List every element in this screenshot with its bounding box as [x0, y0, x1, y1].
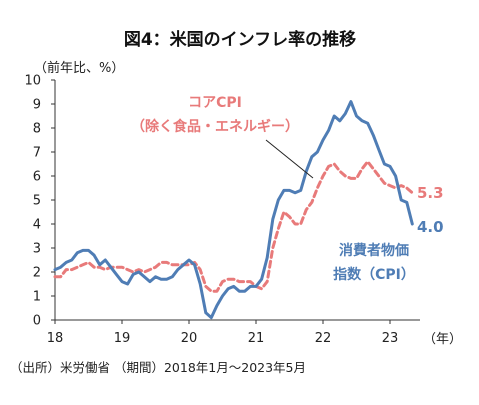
core-cpi-series-line	[53, 160, 414, 293]
x-tick-label: 20	[181, 331, 198, 346]
cpi-series-line	[53, 100, 414, 320]
y-tick-label: 0	[33, 314, 41, 329]
x-axis-ticks: 18 19 20 21 22 23	[47, 320, 399, 346]
core-cpi-end-value: 5.3	[417, 184, 444, 202]
x-axis-unit: （年）	[423, 332, 462, 347]
y-tick-label: 7	[33, 146, 41, 161]
y-axis-ticks: 0 1 2 3 4 5 6 7 8 9 10	[24, 74, 55, 329]
y-tick-label: 10	[24, 74, 41, 89]
cpi-label-line2: 指数（CPI）	[333, 266, 415, 283]
x-tick-label: 19	[114, 331, 131, 346]
x-tick-label: 21	[248, 331, 265, 346]
y-tick-label: 8	[33, 122, 41, 137]
y-tick-label: 4	[33, 218, 41, 233]
y-tick-label: 1	[33, 290, 41, 305]
y-tick-label: 2	[33, 266, 41, 281]
y-tick-label: 5	[33, 194, 41, 209]
y-tick-label: 3	[33, 242, 41, 257]
y-axis-unit: （前年比、%）	[34, 60, 124, 76]
core-cpi-label-line2: （除く食品・エネルギー）	[131, 118, 299, 135]
x-tick-label: 23	[382, 331, 399, 346]
y-tick-label: 6	[33, 170, 41, 185]
cpi-end-value: 4.0	[417, 218, 444, 236]
series-layer	[53, 100, 414, 320]
x-tick-label: 22	[315, 331, 332, 346]
chart-title: 図4：米国のインフレ率の推移	[124, 29, 356, 50]
source-note: （出所）米労働省 （期間）2018年1月〜2023年5月	[10, 360, 306, 375]
y-tick-label: 9	[33, 98, 41, 113]
cpi-label-line1: 消費者物価	[339, 242, 409, 259]
core-cpi-label-line1: コアCPI	[188, 95, 242, 111]
x-tick-label: 18	[47, 331, 64, 346]
core-cpi-leader-line	[265, 139, 314, 179]
